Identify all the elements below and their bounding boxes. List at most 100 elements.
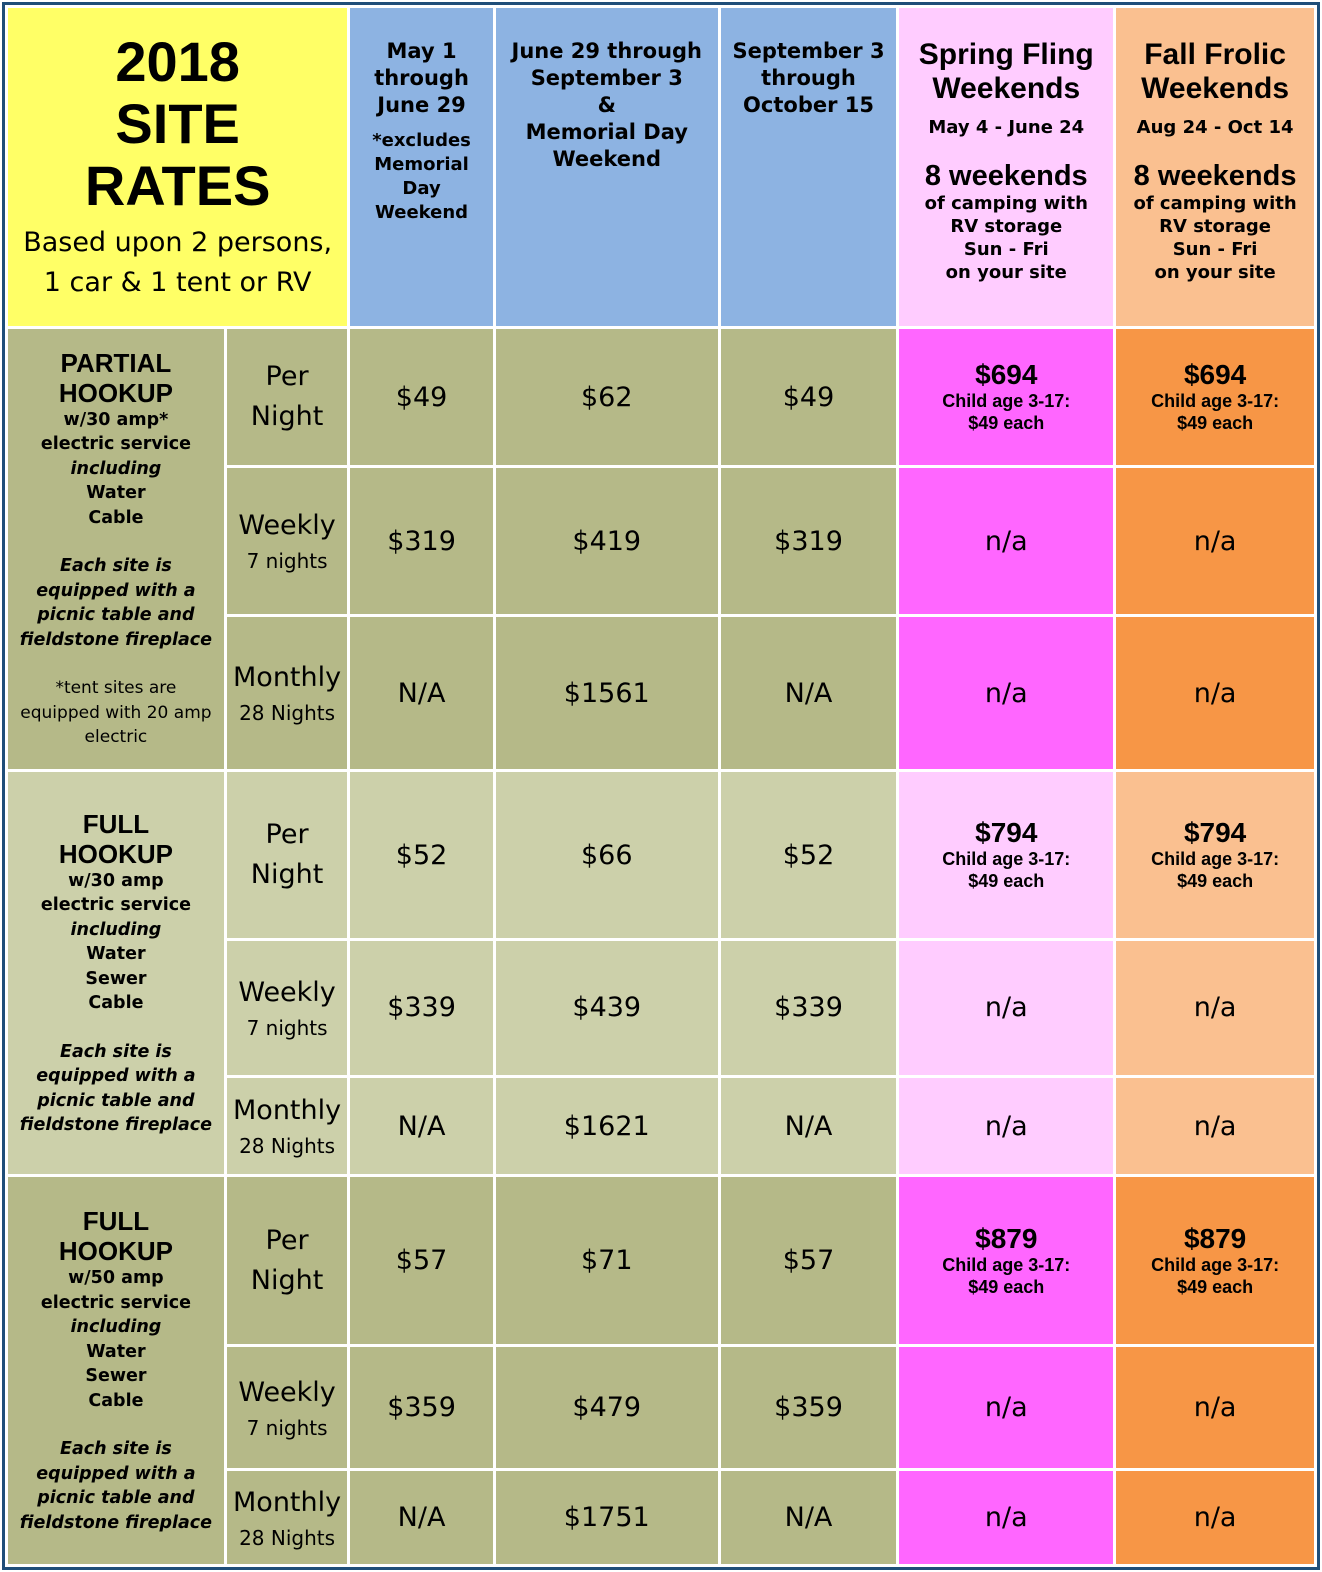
period-header-may-june: May 1 through June 29 *excludes Memorial… <box>350 8 493 326</box>
period-line: September 3 <box>530 66 683 90</box>
period-header-september-october: September 3 through October 15 <box>720 8 897 326</box>
period-line: through <box>761 66 856 90</box>
table-row: Monthly 28 Nights N/A $1751 N/A n/a n/a <box>8 1471 1314 1564</box>
price-cell: $359 <box>350 1346 493 1469</box>
site-equipment: Each site is equipped with a picnic tabl… <box>8 1040 224 1138</box>
service-line: electric service <box>40 1292 191 1313</box>
spring-price-cell: n/a <box>899 1471 1114 1564</box>
period-label: Weekly <box>238 976 336 1008</box>
desc-line: Sun - Fri <box>1172 239 1258 260</box>
spring-price-cell: n/a <box>899 1077 1114 1175</box>
site-service: w/30 amp electric service <box>8 869 224 918</box>
desc-line: RV storage <box>1159 216 1272 237</box>
spring-price-cell: n/a <box>899 617 1114 769</box>
period-label: Weekly <box>238 1376 336 1408</box>
period-sublabel: 28 Nights <box>239 1134 336 1159</box>
price-cell: $57 <box>350 1177 493 1344</box>
rate-period: Per Night <box>226 1177 348 1344</box>
site-name: FULL HOOKUP <box>8 1206 224 1266</box>
fall-price-cell: n/a <box>1116 1346 1314 1469</box>
child-rate-label: Child age 3-17: <box>1151 1254 1280 1275</box>
child-rate-value: $49 each <box>968 871 1045 892</box>
child-rate-value: $49 each <box>968 413 1045 434</box>
period-line: September 3 <box>732 39 885 63</box>
site-name: PARTIAL HOOKUP <box>8 348 224 408</box>
site-utilities: Water Sewer Cable <box>8 942 224 1016</box>
note-line: *tent sites are <box>55 678 177 699</box>
price-cell: $1621 <box>495 1077 718 1175</box>
price-cell: N/A <box>350 1077 493 1175</box>
period-label: Monthly <box>233 1486 342 1518</box>
weekend-name-line: Fall Frolic <box>1144 38 1286 71</box>
fall-price-cell: n/a <box>1116 468 1314 615</box>
child-rate-label: Child age 3-17: <box>942 1254 1071 1275</box>
weekend-name: Spring Fling Weekends <box>899 38 1113 106</box>
price-cell: N/A <box>720 1077 897 1175</box>
site-rates-table: 2018 SITE RATES Based upon 2 persons, 1 … <box>5 5 1317 1567</box>
period-sublabel: 28 Nights <box>239 1525 336 1550</box>
site-name-line: FULL <box>82 1206 150 1237</box>
spring-price-cell: n/a <box>899 468 1114 615</box>
including-label: including <box>70 1317 162 1338</box>
rate-period: Per Night <box>226 328 348 466</box>
equip-line: equipped with a <box>36 580 196 601</box>
period-line: Memorial Day <box>525 120 688 144</box>
site-equipment: Each site is equipped with a picnic tabl… <box>8 554 224 652</box>
note-line: Weekend <box>375 202 469 223</box>
title-line: SITE <box>115 91 240 155</box>
equip-line: fieldstone fireplace <box>19 629 213 650</box>
spring-price-cell: $794 Child age 3-17: $49 each <box>899 771 1114 939</box>
site-equipment: Each site is equipped with a picnic tabl… <box>8 1437 224 1535</box>
note-line: electric <box>84 727 148 748</box>
site-name-line: HOOKUP <box>58 838 173 869</box>
equip-line: Each site is <box>59 556 172 577</box>
rate-period: Weekly 7 nights <box>226 941 348 1075</box>
table-row: Weekly 7 nights $319 $419 $319 n/a n/a <box>8 468 1314 615</box>
equip-line: Each site is <box>59 1439 172 1460</box>
equip-line: fieldstone fireplace <box>19 1115 213 1136</box>
period-line: June 29 <box>377 93 466 117</box>
price-cell: $359 <box>720 1346 897 1469</box>
price-cell: $52 <box>350 771 493 939</box>
desc-line: on your site <box>1154 262 1276 283</box>
fall-price-cell: n/a <box>1116 617 1314 769</box>
period-sublabel: 7 nights <box>246 549 328 574</box>
basis-line: Based upon 2 persons, <box>23 226 333 258</box>
site-name-line: HOOKUP <box>58 1236 173 1267</box>
weekend-description: of camping with RV storage Sun - Fri on … <box>899 192 1113 284</box>
site-name-line: FULL <box>82 808 150 839</box>
price-cell: N/A <box>350 1471 493 1564</box>
utility: Cable <box>88 1390 144 1411</box>
service-line: w/50 amp <box>68 1268 164 1289</box>
price-cell: $66 <box>495 771 718 939</box>
equip-line: Each site is <box>59 1041 172 1062</box>
table-row: Weekly 7 nights $339 $439 $339 n/a n/a <box>8 941 1314 1075</box>
site-description-full-hookup-50: FULL HOOKUP w/50 amp electric service in… <box>8 1177 224 1564</box>
weekend-dates: May 4 - June 24 <box>928 117 1085 138</box>
utility: Cable <box>88 993 144 1014</box>
site-utilities: Water Sewer Cable <box>8 1340 224 1414</box>
equip-line: fieldstone fireplace <box>19 1512 213 1533</box>
weekend-name-line: Weekends <box>932 72 1081 105</box>
price-cell: $479 <box>495 1346 718 1469</box>
tent-site-note: *tent sites are equipped with 20 amp ele… <box>8 676 224 750</box>
price-cell: N/A <box>720 617 897 769</box>
period-line: June 29 through <box>511 39 703 63</box>
price-cell: $1561 <box>495 617 718 769</box>
utility: Sewer <box>85 1366 147 1387</box>
weekend-description: of camping with RV storage Sun - Fri on … <box>1116 192 1314 284</box>
fall-price-cell: $879 Child age 3-17: $49 each <box>1116 1177 1314 1344</box>
price-cell: $339 <box>720 941 897 1075</box>
note-line: Day <box>402 178 441 199</box>
weekend-name-line: Weekends <box>1141 72 1290 105</box>
table-row: PARTIAL HOOKUP w/30 amp* electric servic… <box>8 328 1314 769</box>
service-line: w/30 amp* <box>63 409 169 430</box>
weekend-count: 8 weekends <box>924 160 1088 192</box>
service-line: electric service <box>40 895 191 916</box>
price-cell: $1751 <box>495 1471 718 1564</box>
service-line: electric service <box>40 434 191 455</box>
spring-price-cell: $879 Child age 3-17: $49 each <box>899 1177 1114 1344</box>
price-cell: $419 <box>495 468 718 615</box>
utility: Water <box>86 1341 146 1362</box>
